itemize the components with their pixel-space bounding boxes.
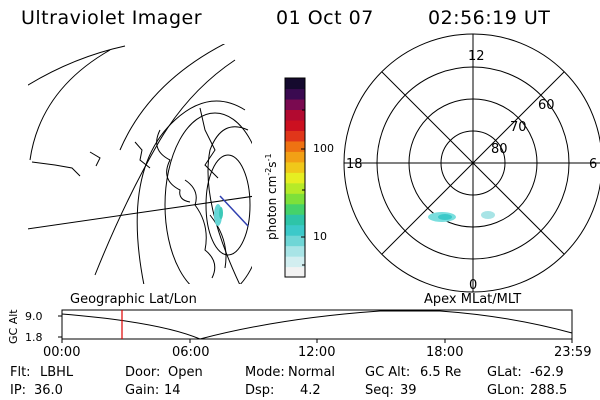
geographic-map (28, 44, 252, 284)
seq-label: Seq: (365, 383, 394, 398)
latitude-grid-line (29, 49, 111, 161)
color-bar-band (285, 88, 305, 100)
gc-alt-value: 6.5 Re (420, 365, 462, 380)
polar-axis-diagonal (381, 71, 565, 255)
latitude-ring (205, 154, 251, 256)
timeline-axis-title: GC Alt (7, 309, 20, 344)
meridian-line (207, 126, 249, 284)
glat-label: GLat: (487, 365, 522, 380)
orbit-track (219, 195, 249, 227)
latitude-ring (164, 112, 252, 284)
color-bar-band (285, 214, 305, 226)
glat-value: -62.9 (530, 365, 564, 380)
color-bar-band (285, 119, 305, 131)
color-bar-band (285, 203, 305, 215)
gain-label: Gain: (125, 383, 160, 398)
glon-label: GLon: (487, 383, 525, 398)
color-bar-band (285, 98, 305, 111)
polar-label-0: 0 (469, 278, 477, 293)
polar-plot (343, 33, 600, 293)
dsp-value: 4.2 (300, 383, 321, 398)
timeline-frame (61, 309, 573, 340)
coastline (134, 141, 151, 169)
polar-label-80: 80 (491, 142, 508, 157)
color-bar-unit: photon cm-2s-1 (264, 153, 279, 240)
timeline-xtick-0000: 00:00 (43, 345, 81, 360)
glon-value: 288.5 (530, 383, 568, 398)
polar-label-60: 60 (538, 98, 555, 113)
filter-label: Flt: (10, 365, 31, 380)
gain-value: 14 (164, 383, 181, 398)
color-bar-band (285, 172, 305, 184)
latitude-grid-line (28, 195, 252, 230)
meridian-line (119, 44, 226, 151)
polar-aurora-core (438, 214, 452, 220)
timeline-left-label: Geographic Lat/Lon (70, 292, 197, 307)
mode-label: Mode: (245, 365, 285, 380)
color-bar-band (285, 245, 305, 257)
color-bar-band (285, 140, 305, 152)
color-bar-band (285, 78, 305, 90)
filter-value: LBHL (40, 365, 74, 380)
coastline (184, 179, 216, 279)
coastline (31, 161, 81, 177)
color-bar (285, 78, 305, 278)
altitude-curve (61, 310, 573, 340)
color-bar-band (285, 130, 305, 142)
instrument-title: Ultraviolet Imager (21, 7, 203, 29)
coastline (209, 214, 227, 269)
door-value: Open (168, 365, 203, 380)
color-bar-band (285, 109, 305, 121)
polar-label-18: 18 (346, 157, 363, 172)
seq-value: 39 (400, 383, 417, 398)
timeline-ytick-low: 1.8 (25, 331, 43, 344)
meridian-line (136, 100, 246, 284)
color-bar-band (285, 256, 305, 268)
color-bar-label-10: 10 (313, 230, 327, 243)
color-bar-band (285, 193, 305, 205)
ip-value: 36.0 (34, 383, 63, 398)
color-bar-band (285, 224, 305, 236)
timeline-right-label: Apex MLat/MLT (424, 292, 522, 307)
timeline-xtick-1200: 12:00 (298, 345, 336, 360)
polar-label-12: 12 (468, 49, 485, 64)
color-bar-band (285, 151, 305, 163)
meridian-line (94, 59, 236, 276)
latitude-grid-line (28, 45, 126, 86)
coastline (199, 107, 219, 179)
color-bar-band (285, 161, 305, 173)
date-label: 01 Oct 07 (276, 7, 374, 29)
polar-aurora-patch-small (481, 211, 495, 219)
svg-text:GC Alt: GC Alt (7, 309, 20, 344)
color-bar-label-100: 100 (313, 142, 334, 155)
coastline (156, 129, 191, 203)
mode-value: Normal (288, 365, 336, 380)
coastline (89, 151, 101, 167)
color-bar-band (285, 266, 305, 278)
polar-label-6: 6 (589, 157, 597, 172)
door-label: Door: (125, 365, 161, 380)
gc-alt-label: GC Alt: (365, 365, 411, 380)
polar-label-70: 70 (510, 120, 527, 135)
aurora-emission-core (219, 207, 223, 219)
ip-label: IP: (10, 383, 27, 398)
dsp-label: Dsp: (245, 383, 275, 398)
color-bar-band (285, 182, 305, 194)
time-label: 02:56:19 UT (428, 7, 551, 29)
svg-text:photon cm-2s-1: photon cm-2s-1 (264, 153, 279, 240)
timeline-xtick-0600: 06:00 (172, 345, 210, 360)
timeline-xtick-2359: 23:59 (554, 345, 592, 360)
color-bar-band (285, 235, 305, 247)
color-bar-frame (284, 77, 306, 278)
timeline-xtick-1800: 18:00 (426, 345, 464, 360)
timeline-ytick-high: 9.0 (25, 310, 43, 323)
